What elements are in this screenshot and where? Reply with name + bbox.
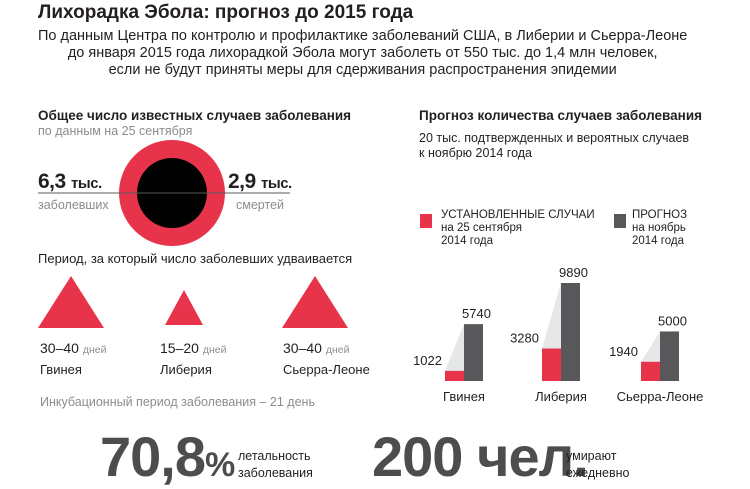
range-unit: дней bbox=[325, 344, 350, 356]
forecast-title: Прогноз количества случаев заболевания bbox=[419, 108, 703, 123]
doubling-country-liberia: Либерия bbox=[160, 362, 212, 377]
value-label-forecast: 5740 bbox=[462, 306, 491, 321]
legend-line: на ноябрь bbox=[632, 222, 686, 234]
sick-unit: тыс. bbox=[71, 175, 102, 192]
bar-established bbox=[542, 348, 561, 381]
doubling-triangle-guinea bbox=[38, 276, 104, 328]
doubling-title: Период, за который число заболевших удва… bbox=[38, 251, 353, 266]
bar-forecast bbox=[561, 283, 580, 381]
legend-forecast: ПРОГНОЗ на ноябрь 2014 года bbox=[632, 209, 687, 248]
known-title: Общее число известных случаев заболевани… bbox=[38, 108, 352, 123]
lethality-unit: % bbox=[205, 446, 235, 484]
dead-unit: тыс. bbox=[261, 175, 292, 192]
category-label: Либерия bbox=[535, 389, 587, 404]
sick-value: 6,3 тыс. bbox=[38, 170, 102, 194]
lethality-number: 70,8 bbox=[100, 425, 206, 488]
range-value: 30–40 bbox=[283, 340, 322, 356]
category-label: Гвинея bbox=[443, 389, 485, 404]
range-unit: дней bbox=[82, 344, 107, 356]
bar-forecast bbox=[660, 331, 679, 381]
daily-deaths-caption: умирают ежедневно bbox=[566, 448, 630, 482]
lethality-caption: летальность заболевания bbox=[238, 448, 313, 482]
legend-line: на 25 сентября bbox=[441, 222, 522, 234]
intro-line: если не будут приняты меры для сдерживан… bbox=[108, 62, 617, 78]
growth-wedge bbox=[445, 324, 464, 381]
caption-line: умирают bbox=[566, 449, 617, 463]
sick-number: 6,3 bbox=[38, 170, 66, 193]
legend-swatch-forecast bbox=[614, 214, 626, 228]
legend-line: 2014 года bbox=[632, 235, 684, 247]
incubation-note: Инкубационный период заболевания – 21 де… bbox=[40, 395, 315, 409]
value-label-established: 1940 bbox=[609, 344, 638, 359]
value-label-forecast: 5000 bbox=[658, 313, 687, 328]
doubling-range-guinea: 30–40 дней bbox=[40, 340, 106, 356]
forecast-subtitle-line: к ноябрю 2014 года bbox=[419, 146, 533, 160]
doubling-triangle-sierra-leone bbox=[282, 276, 348, 328]
forecast-chart: 1022 5740 Гвинея 3280 9890 Либерия 1940 5000 Сье… bbox=[413, 265, 703, 404]
doubling-range-sierra-leone: 30–40 дней bbox=[283, 340, 349, 356]
caption-line: летальность bbox=[238, 449, 311, 463]
bar-established bbox=[445, 370, 464, 381]
bar-established bbox=[641, 361, 660, 381]
intro-line: По данным Центра по контролю и профилакт… bbox=[38, 28, 688, 44]
range-value: 30–40 bbox=[40, 340, 79, 356]
dead-number: 2,9 bbox=[228, 170, 256, 193]
caption-line: ежедневно bbox=[566, 466, 630, 480]
dead-label: смертей bbox=[236, 198, 284, 212]
doubling-country-guinea: Гвинея bbox=[40, 362, 82, 377]
value-label-forecast: 9890 bbox=[559, 265, 588, 280]
legend-established: УСТАНОВЛЕННЫЕ СЛУЧАИ на 25 сентября 2014… bbox=[441, 209, 595, 248]
range-unit: дней bbox=[202, 344, 227, 356]
doubling-country-sierra-leone: Сьерра-Леоне bbox=[283, 362, 370, 377]
caption-line: заболевания bbox=[238, 466, 313, 480]
value-label-established: 3280 bbox=[510, 330, 539, 345]
bar-forecast bbox=[464, 324, 483, 381]
value-label-established: 1022 bbox=[413, 353, 442, 368]
intro-text: По данным Центра по контролю и профилакт… bbox=[38, 28, 687, 79]
sick-label: заболевших bbox=[38, 198, 109, 212]
legend-line: ПРОГНОЗ bbox=[632, 209, 688, 221]
legend-line: УСТАНОВЛЕННЫЕ СЛУЧАИ bbox=[441, 209, 595, 221]
category-label: Сьерра-Леоне bbox=[617, 389, 704, 404]
range-value: 15–20 bbox=[160, 340, 199, 356]
forecast-subtitle: 20 тыс. подтвержденных и вероятных случа… bbox=[419, 131, 689, 161]
daily-deaths-value: 200 чел. bbox=[372, 425, 589, 488]
doubling-triangle-liberia bbox=[165, 290, 203, 325]
dead-value: 2,9 тыс. bbox=[228, 170, 292, 194]
known-date: по данным на 25 сентября bbox=[38, 124, 193, 138]
doubling-range-liberia: 15–20 дней bbox=[160, 340, 226, 356]
page-title: Лихорадка Эбола: прогноз до 2015 года bbox=[38, 2, 414, 23]
lethality-value: 70,8% bbox=[100, 424, 235, 489]
legend-line: 2014 года bbox=[441, 235, 493, 247]
forecast-subtitle-line: 20 тыс. подтвержденных и вероятных случа… bbox=[419, 131, 690, 145]
intro-line: до января 2015 года лихорадкой Эбола мог… bbox=[67, 45, 658, 61]
legend-swatch-established bbox=[420, 214, 432, 228]
